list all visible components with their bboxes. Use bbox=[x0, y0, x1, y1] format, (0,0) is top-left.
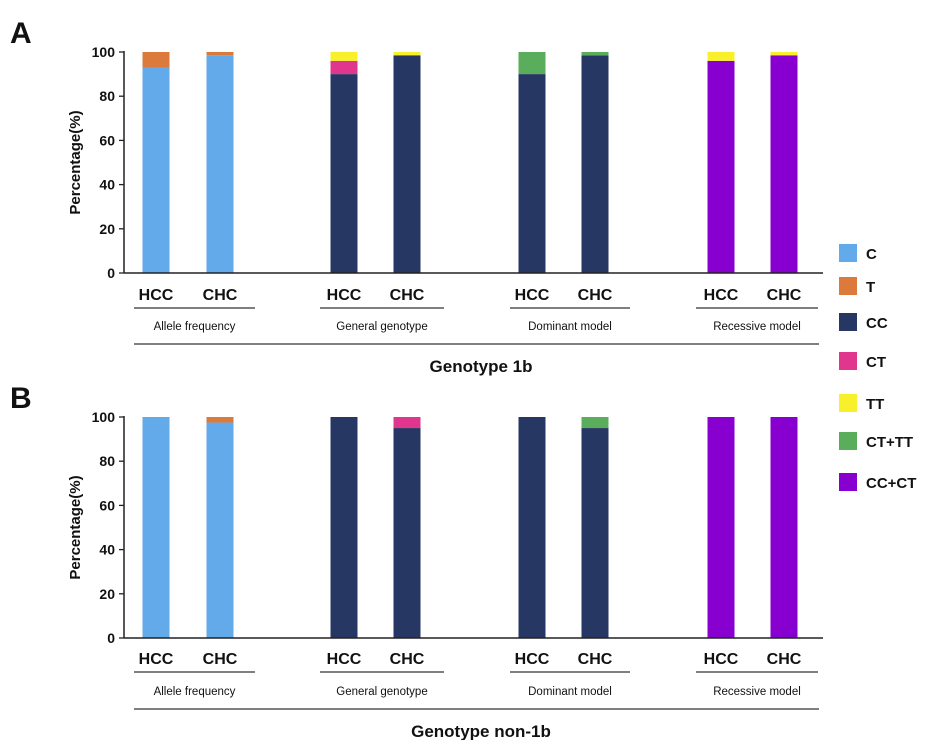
bar-segment-cc bbox=[518, 74, 546, 273]
bar-segment-tt bbox=[393, 52, 421, 56]
y-tick-label: 80 bbox=[99, 453, 115, 469]
y-tick-label: 0 bbox=[107, 630, 115, 646]
category-label: CHC bbox=[578, 651, 613, 668]
y-tick-label: 40 bbox=[99, 177, 115, 193]
bar-segment-cc bbox=[330, 74, 358, 273]
bar-segment-tt bbox=[770, 52, 798, 56]
bar-segment-cc bbox=[393, 428, 421, 638]
category-label: CHC bbox=[767, 651, 802, 668]
category-label: HCC bbox=[327, 287, 362, 304]
bar-segment-t bbox=[206, 52, 234, 56]
bar-segment-cc bbox=[581, 55, 609, 273]
bar-segment-tt bbox=[330, 52, 358, 61]
group-label: Dominant model bbox=[528, 321, 612, 333]
bar-segment-ct-plus-tt bbox=[581, 417, 609, 429]
legend-swatch-tt bbox=[839, 394, 857, 412]
bar-segment-c bbox=[142, 67, 170, 273]
legend-label: C bbox=[866, 246, 877, 263]
panel-title: Genotype non-1b bbox=[411, 722, 551, 740]
bar-segment-ct-plus-tt bbox=[518, 52, 546, 75]
legend-swatch-c bbox=[839, 244, 857, 262]
category-label: CHC bbox=[767, 287, 802, 304]
bar-segment-t bbox=[142, 52, 170, 68]
group-label: Allele frequency bbox=[154, 686, 236, 698]
category-label: HCC bbox=[515, 651, 550, 668]
bar-segment-ct bbox=[393, 417, 421, 429]
y-tick-label: 60 bbox=[99, 497, 115, 513]
bar-segment-c bbox=[142, 417, 170, 638]
legend-swatch-ct bbox=[839, 352, 857, 370]
category-label: HCC bbox=[139, 287, 174, 304]
y-axis-title: Percentage(%) bbox=[67, 475, 84, 579]
bar-segment-c bbox=[206, 422, 234, 638]
bar-segment-cc-plus-ct bbox=[707, 417, 735, 638]
bar-segment-cc-plus-ct bbox=[770, 55, 798, 273]
category-label: HCC bbox=[327, 651, 362, 668]
y-axis-title: Percentage(%) bbox=[67, 110, 84, 214]
legend-swatch-ct-plus-tt bbox=[839, 432, 857, 450]
category-label: CHC bbox=[390, 287, 425, 304]
group-label: General genotype bbox=[336, 686, 427, 698]
panel-title: Genotype 1b bbox=[430, 357, 533, 376]
bar-segment-cc bbox=[518, 417, 546, 638]
bar-segment-t bbox=[206, 417, 234, 423]
bar-segment-ct-plus-tt bbox=[581, 52, 609, 56]
legend-swatch-t bbox=[839, 277, 857, 295]
legend-label: CC+CT bbox=[866, 475, 916, 492]
legend-swatch-cc bbox=[839, 313, 857, 331]
bar-segment-cc bbox=[393, 55, 421, 273]
group-label: Recessive model bbox=[713, 686, 801, 698]
bar-segment-cc bbox=[581, 428, 609, 638]
bar-segment-cc-plus-ct bbox=[707, 60, 735, 274]
category-label: CHC bbox=[203, 287, 238, 304]
bar-segment-c bbox=[206, 55, 234, 273]
legend-label: CC bbox=[866, 315, 888, 332]
category-label: HCC bbox=[704, 287, 739, 304]
bar-segment-tt bbox=[707, 52, 735, 61]
category-label: CHC bbox=[390, 651, 425, 668]
y-tick-label: 100 bbox=[92, 44, 116, 60]
y-tick-label: 0 bbox=[107, 265, 115, 281]
group-label: Dominant model bbox=[528, 686, 612, 698]
y-tick-label: 60 bbox=[99, 132, 115, 148]
bar-segment-cc-plus-ct bbox=[770, 417, 798, 638]
y-tick-label: 100 bbox=[92, 409, 116, 425]
legend-label: CT+TT bbox=[866, 434, 913, 451]
panel-label: A bbox=[10, 17, 32, 50]
group-label: Allele frequency bbox=[154, 321, 236, 333]
legend-swatch-cc-plus-ct bbox=[839, 473, 857, 491]
legend-label: CT bbox=[866, 354, 886, 371]
group-label: Recessive model bbox=[713, 321, 801, 333]
category-label: CHC bbox=[578, 287, 613, 304]
y-tick-label: 20 bbox=[99, 221, 115, 237]
category-label: HCC bbox=[139, 651, 174, 668]
legend-label: TT bbox=[866, 396, 884, 413]
category-label: CHC bbox=[203, 651, 238, 668]
group-label: General genotype bbox=[336, 321, 427, 333]
legend-label: T bbox=[866, 279, 875, 296]
y-tick-label: 20 bbox=[99, 586, 115, 602]
y-tick-label: 40 bbox=[99, 542, 115, 558]
category-label: HCC bbox=[515, 287, 550, 304]
category-label: HCC bbox=[704, 651, 739, 668]
bar-segment-ct bbox=[330, 60, 358, 75]
bar-segment-cc bbox=[330, 417, 358, 638]
panel-label: B bbox=[10, 382, 32, 415]
y-tick-label: 80 bbox=[99, 88, 115, 104]
